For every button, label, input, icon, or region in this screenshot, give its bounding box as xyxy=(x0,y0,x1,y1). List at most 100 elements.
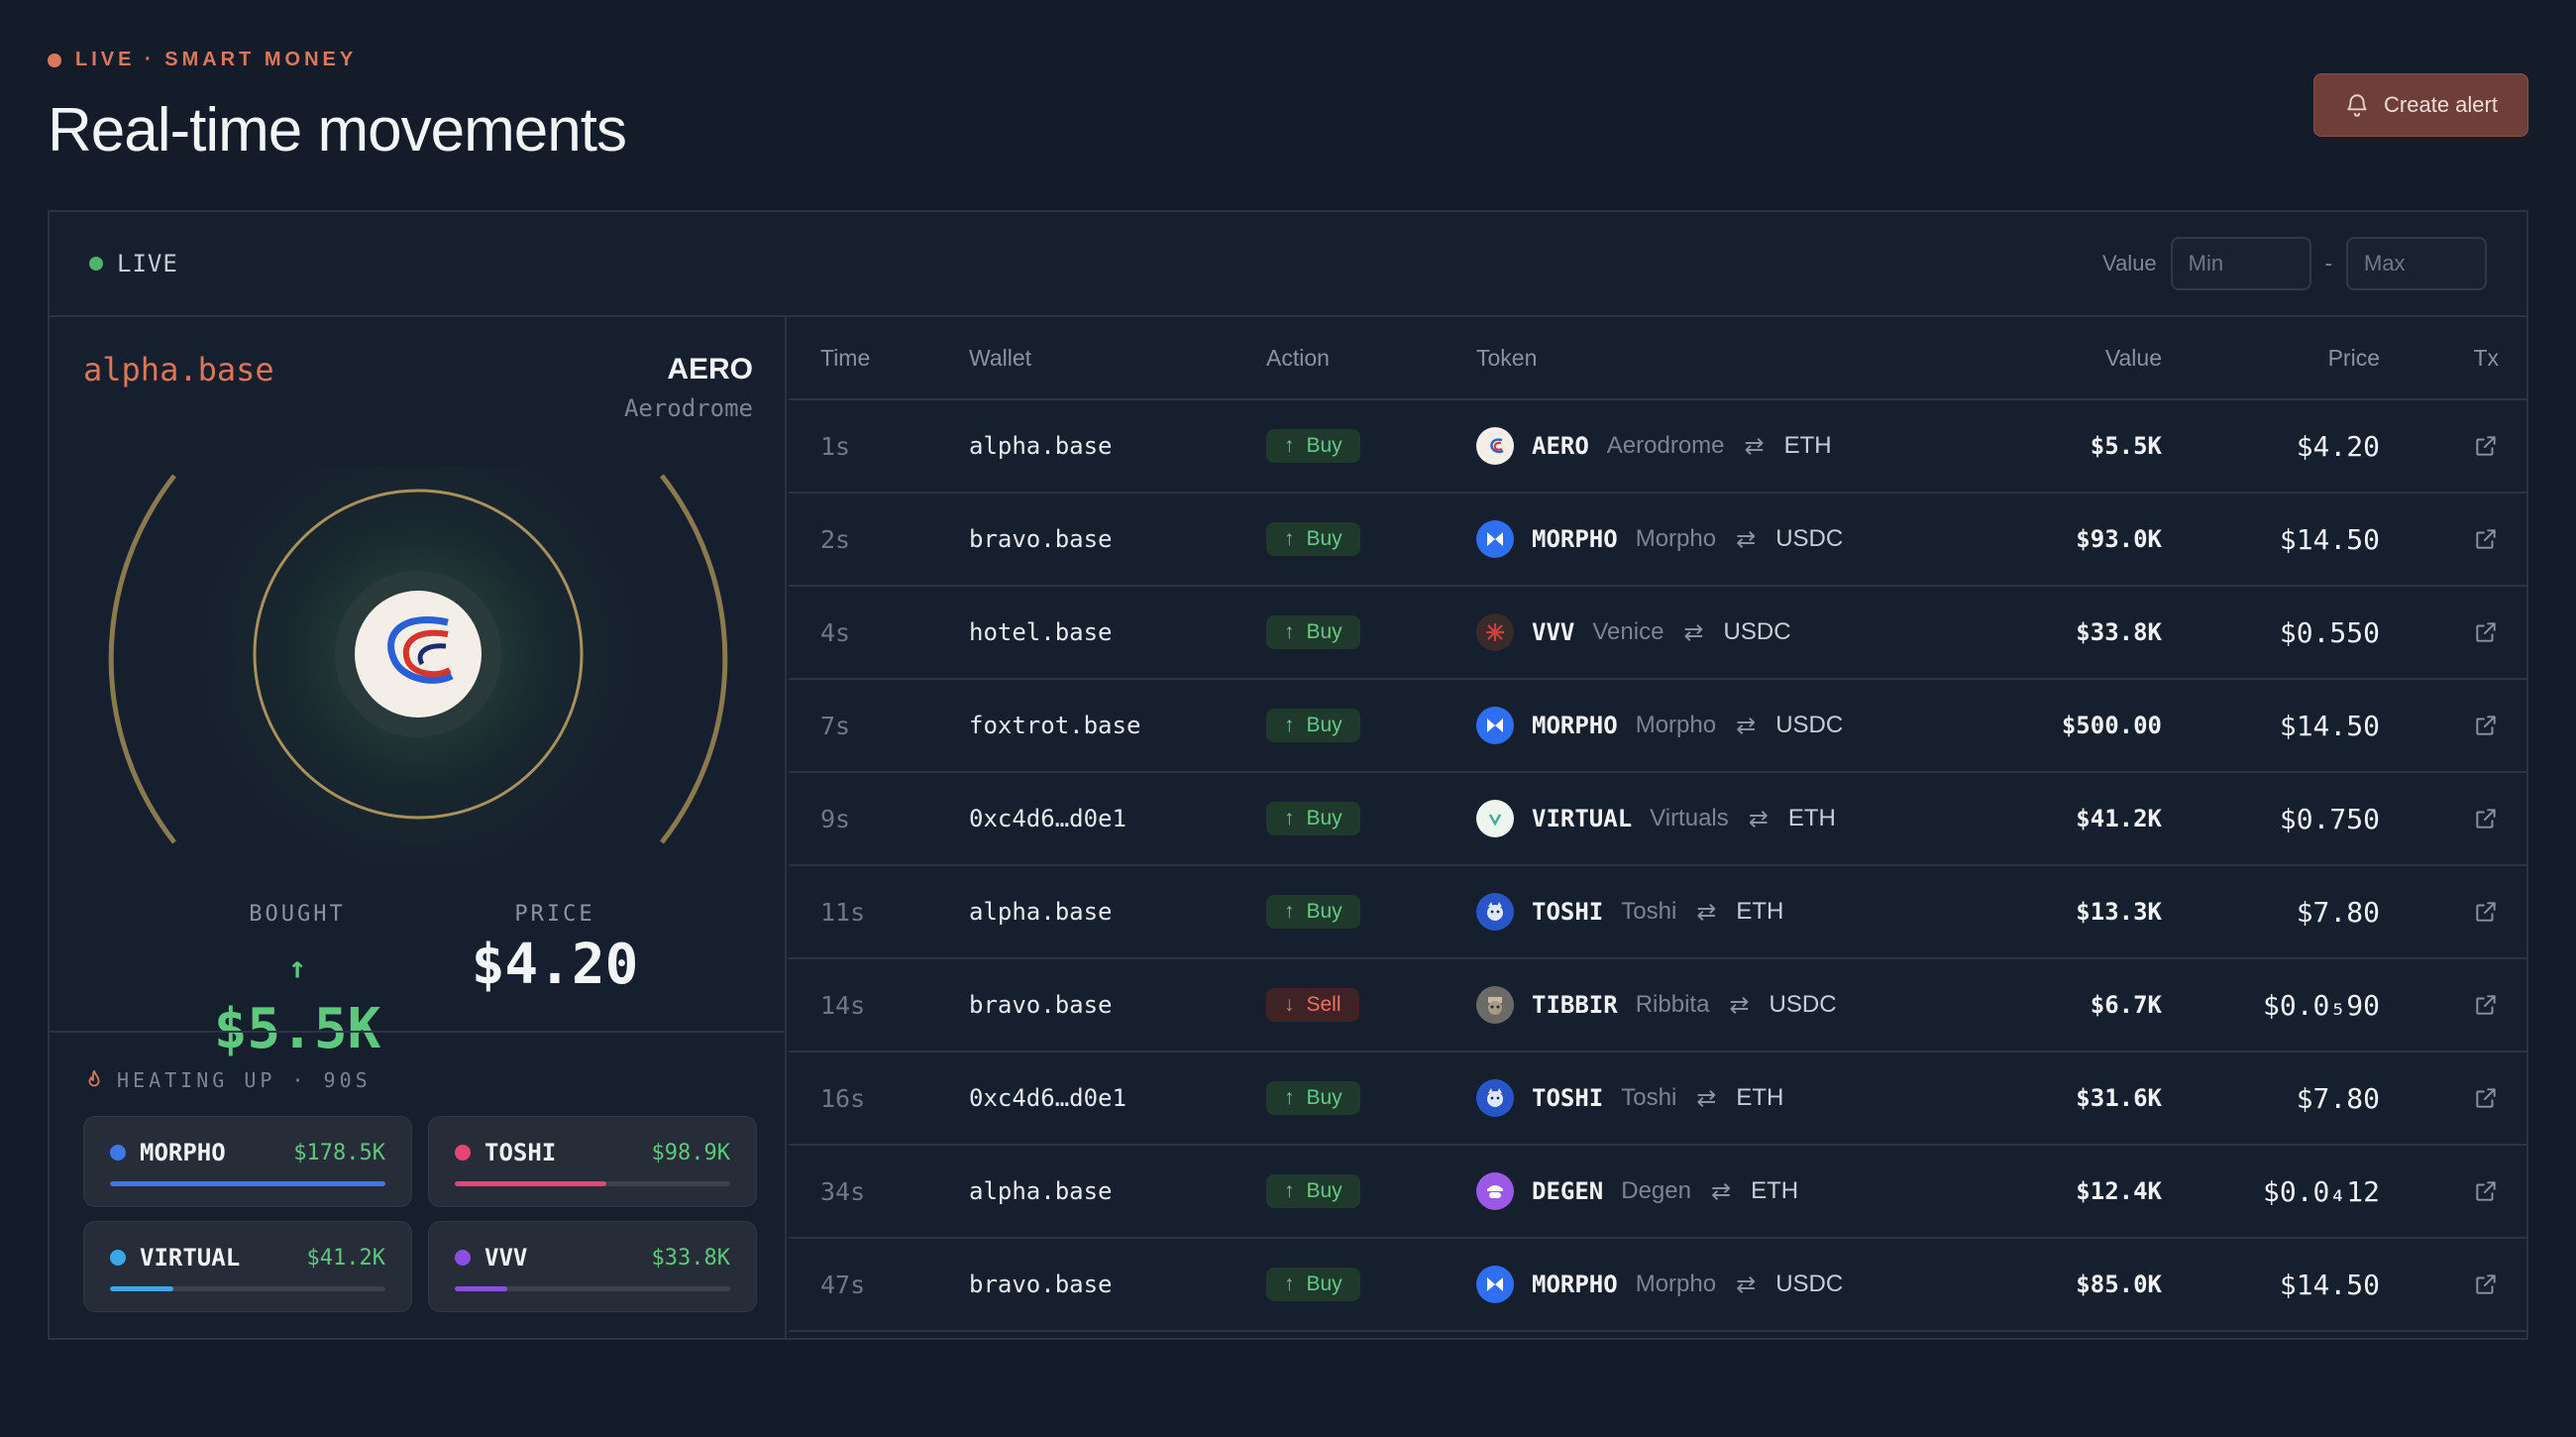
flame-icon xyxy=(88,1069,100,1087)
sell-badge: ↓ Sell xyxy=(1266,988,1359,1022)
max-value-input[interactable]: Max xyxy=(2346,237,2487,290)
row-time: 14s xyxy=(820,990,866,1020)
token-symbol: MORPHO xyxy=(1532,1271,1618,1298)
row-wallet[interactable]: foxtrot.base xyxy=(969,712,1141,739)
row-token[interactable]: AERO Aerodrome ⇄ ETH xyxy=(1476,400,1832,492)
action-label: Sell xyxy=(1306,993,1342,1016)
action-label: Buy xyxy=(1306,1272,1342,1295)
pair-token: ETH xyxy=(1736,898,1784,925)
row-value: $93.0K xyxy=(2076,525,2162,553)
value-filter-label: Value xyxy=(2102,251,2157,276)
row-wallet[interactable]: alpha.base xyxy=(969,1177,1113,1205)
heating-card-morpho[interactable]: MORPHO $178.5K xyxy=(83,1116,412,1207)
row-token[interactable]: TOSHI Toshi ⇄ ETH xyxy=(1476,1052,1783,1144)
row-value: $500.00 xyxy=(2061,712,2162,739)
token-color-dot-icon xyxy=(110,1250,126,1266)
heating-up-title: HEATING UP · 90S xyxy=(83,1068,372,1092)
heating-up-section: HEATING UP · 90S MORPHO $178.5K TOSHI $98.9… xyxy=(50,1031,785,1340)
pair-token: USDC xyxy=(1775,1271,1844,1297)
venice-token-icon xyxy=(1476,613,1514,651)
row-wallet[interactable]: bravo.base xyxy=(969,525,1113,553)
toshi-token-icon xyxy=(1476,1079,1514,1117)
bought-amount: $5.5K xyxy=(213,997,381,1061)
external-link-icon[interactable] xyxy=(2473,773,2499,864)
heating-card-toshi[interactable]: TOSHI $98.9K xyxy=(428,1116,757,1207)
col-time[interactable]: Time xyxy=(820,345,871,371)
row-token[interactable]: DEGEN Degen ⇄ ETH xyxy=(1476,1146,1798,1237)
external-link-icon[interactable] xyxy=(2473,1146,2499,1237)
col-price[interactable]: Price xyxy=(2327,345,2380,371)
row-token[interactable]: TIBBIR Ribbita ⇄ USDC xyxy=(1476,959,1837,1050)
action-label: Buy xyxy=(1306,620,1342,643)
row-wallet[interactable]: bravo.base xyxy=(969,1271,1113,1298)
degen-token-icon xyxy=(1476,1172,1514,1210)
col-value[interactable]: Value xyxy=(2104,345,2162,371)
row-wallet[interactable]: 0xc4d6…d0e1 xyxy=(969,1084,1127,1112)
external-link-icon[interactable] xyxy=(2473,866,2499,957)
price-label: PRICE xyxy=(514,902,595,927)
focus-wallet[interactable]: alpha.base xyxy=(83,351,274,388)
heating-card-vvv[interactable]: VVV $33.8K xyxy=(428,1221,757,1312)
heating-bar-fill xyxy=(455,1181,606,1186)
table-header: Time Wallet Action Token Value Price Tx xyxy=(789,317,2528,400)
table-row[interactable]: 1s alpha.base ↑ Buy AERO Aerodrome ⇄ ETH $5.5K $4… xyxy=(789,400,2528,494)
swap-icon: ⇄ xyxy=(1736,1271,1757,1298)
col-token[interactable]: Token xyxy=(1476,345,1538,371)
heating-bar-fill xyxy=(110,1286,173,1291)
row-token[interactable]: MORPHO Morpho ⇄ USDC xyxy=(1476,680,1843,771)
table-row[interactable]: 16s 0xc4d6…d0e1 ↑ Buy TOSHI Toshi ⇄ ETH $31.6K $7… xyxy=(789,1052,2528,1146)
table-row[interactable]: 14s bravo.base ↓ Sell TIBBIR Ribbita ⇄ USDC $6.7… xyxy=(789,959,2528,1052)
external-link-icon[interactable] xyxy=(2473,680,2499,771)
token-name: Degen xyxy=(1621,1177,1691,1204)
row-wallet[interactable]: alpha.base xyxy=(969,432,1113,460)
external-link-icon[interactable] xyxy=(2473,587,2499,678)
heating-card-virtual[interactable]: VIRTUAL $41.2K xyxy=(83,1221,412,1312)
external-link-icon[interactable] xyxy=(2473,1052,2499,1144)
token-color-dot-icon xyxy=(110,1145,126,1161)
external-link-icon[interactable] xyxy=(2473,400,2499,492)
table-row[interactable]: 34s alpha.base ↑ Buy DEGEN Degen ⇄ ETH $12.4K $0.… xyxy=(789,1146,2528,1239)
row-token[interactable]: VIRTUAL Virtuals ⇄ ETH xyxy=(1476,773,1836,864)
token-name: Ribbita xyxy=(1635,991,1710,1018)
focus-token-symbol: AERO xyxy=(667,353,753,386)
table-row[interactable]: 11s alpha.base ↑ Buy TOSHI Toshi ⇄ ETH $13.3K $7.… xyxy=(789,866,2528,959)
min-value-input[interactable]: Min xyxy=(2170,237,2311,290)
table-row[interactable]: 9s 0xc4d6…d0e1 ↑ Buy VIRTUAL Virtuals ⇄ ETH $41.… xyxy=(789,773,2528,866)
row-token[interactable]: TOSHI Toshi ⇄ ETH xyxy=(1476,866,1783,957)
buy-badge: ↑ Buy xyxy=(1266,1174,1360,1208)
external-link-icon[interactable] xyxy=(2473,494,2499,585)
row-token[interactable]: VVV Venice ⇄ USDC xyxy=(1476,587,1791,678)
pair-token: USDC xyxy=(1769,991,1837,1018)
row-wallet[interactable]: 0xc4d6…d0e1 xyxy=(969,805,1127,832)
token-name: Venice xyxy=(1592,618,1664,645)
row-token[interactable]: MORPHO Morpho ⇄ USDC xyxy=(1476,1239,1843,1330)
heating-card-row: VIRTUAL $41.2K xyxy=(110,1244,385,1271)
page-title: Real-time movements xyxy=(48,96,627,165)
external-link-icon[interactable] xyxy=(2473,959,2499,1050)
row-value: $33.8K xyxy=(2076,618,2162,646)
heating-card-row: TOSHI $98.9K xyxy=(455,1139,730,1166)
pair-token: ETH xyxy=(1783,432,1832,459)
table-row[interactable]: 2s bravo.base ↑ Buy MORPHO Morpho ⇄ USDC $93.0K $… xyxy=(789,494,2528,587)
buy-badge: ↑ Buy xyxy=(1266,1081,1360,1115)
table-row[interactable]: 47s bravo.base ↑ Buy MORPHO Morpho ⇄ USDC $85.0K… xyxy=(789,1239,2528,1332)
row-time: 9s xyxy=(820,804,851,833)
col-action[interactable]: Action xyxy=(1266,345,1330,371)
row-value: $6.7K xyxy=(2090,991,2162,1019)
row-wallet[interactable]: hotel.base xyxy=(969,618,1113,646)
row-wallet[interactable]: bravo.base xyxy=(969,991,1113,1019)
table-row[interactable]: 4s hotel.base ↑ Buy VVV Venice ⇄ USDC $33.8K $0.5… xyxy=(789,587,2528,680)
row-token[interactable]: MORPHO Morpho ⇄ USDC xyxy=(1476,494,1843,585)
row-price: $7.80 xyxy=(2296,895,2380,929)
swap-icon: ⇄ xyxy=(1748,805,1769,832)
table-row[interactable]: 7s foxtrot.base ↑ Buy MORPHO Morpho ⇄ USDC $500.… xyxy=(789,680,2528,773)
heating-token: MORPHO xyxy=(110,1139,226,1166)
row-price: $0.550 xyxy=(2279,615,2380,649)
col-wallet[interactable]: Wallet xyxy=(969,345,1032,371)
row-wallet[interactable]: alpha.base xyxy=(969,898,1113,926)
external-link-icon[interactable] xyxy=(2473,1239,2499,1330)
row-price: $7.80 xyxy=(2296,1081,2380,1115)
eyebrow-label: LIVE · SMART MONEY xyxy=(75,49,358,70)
create-alert-button[interactable]: Create alert xyxy=(2313,73,2528,137)
aero-token-icon xyxy=(1476,427,1514,465)
